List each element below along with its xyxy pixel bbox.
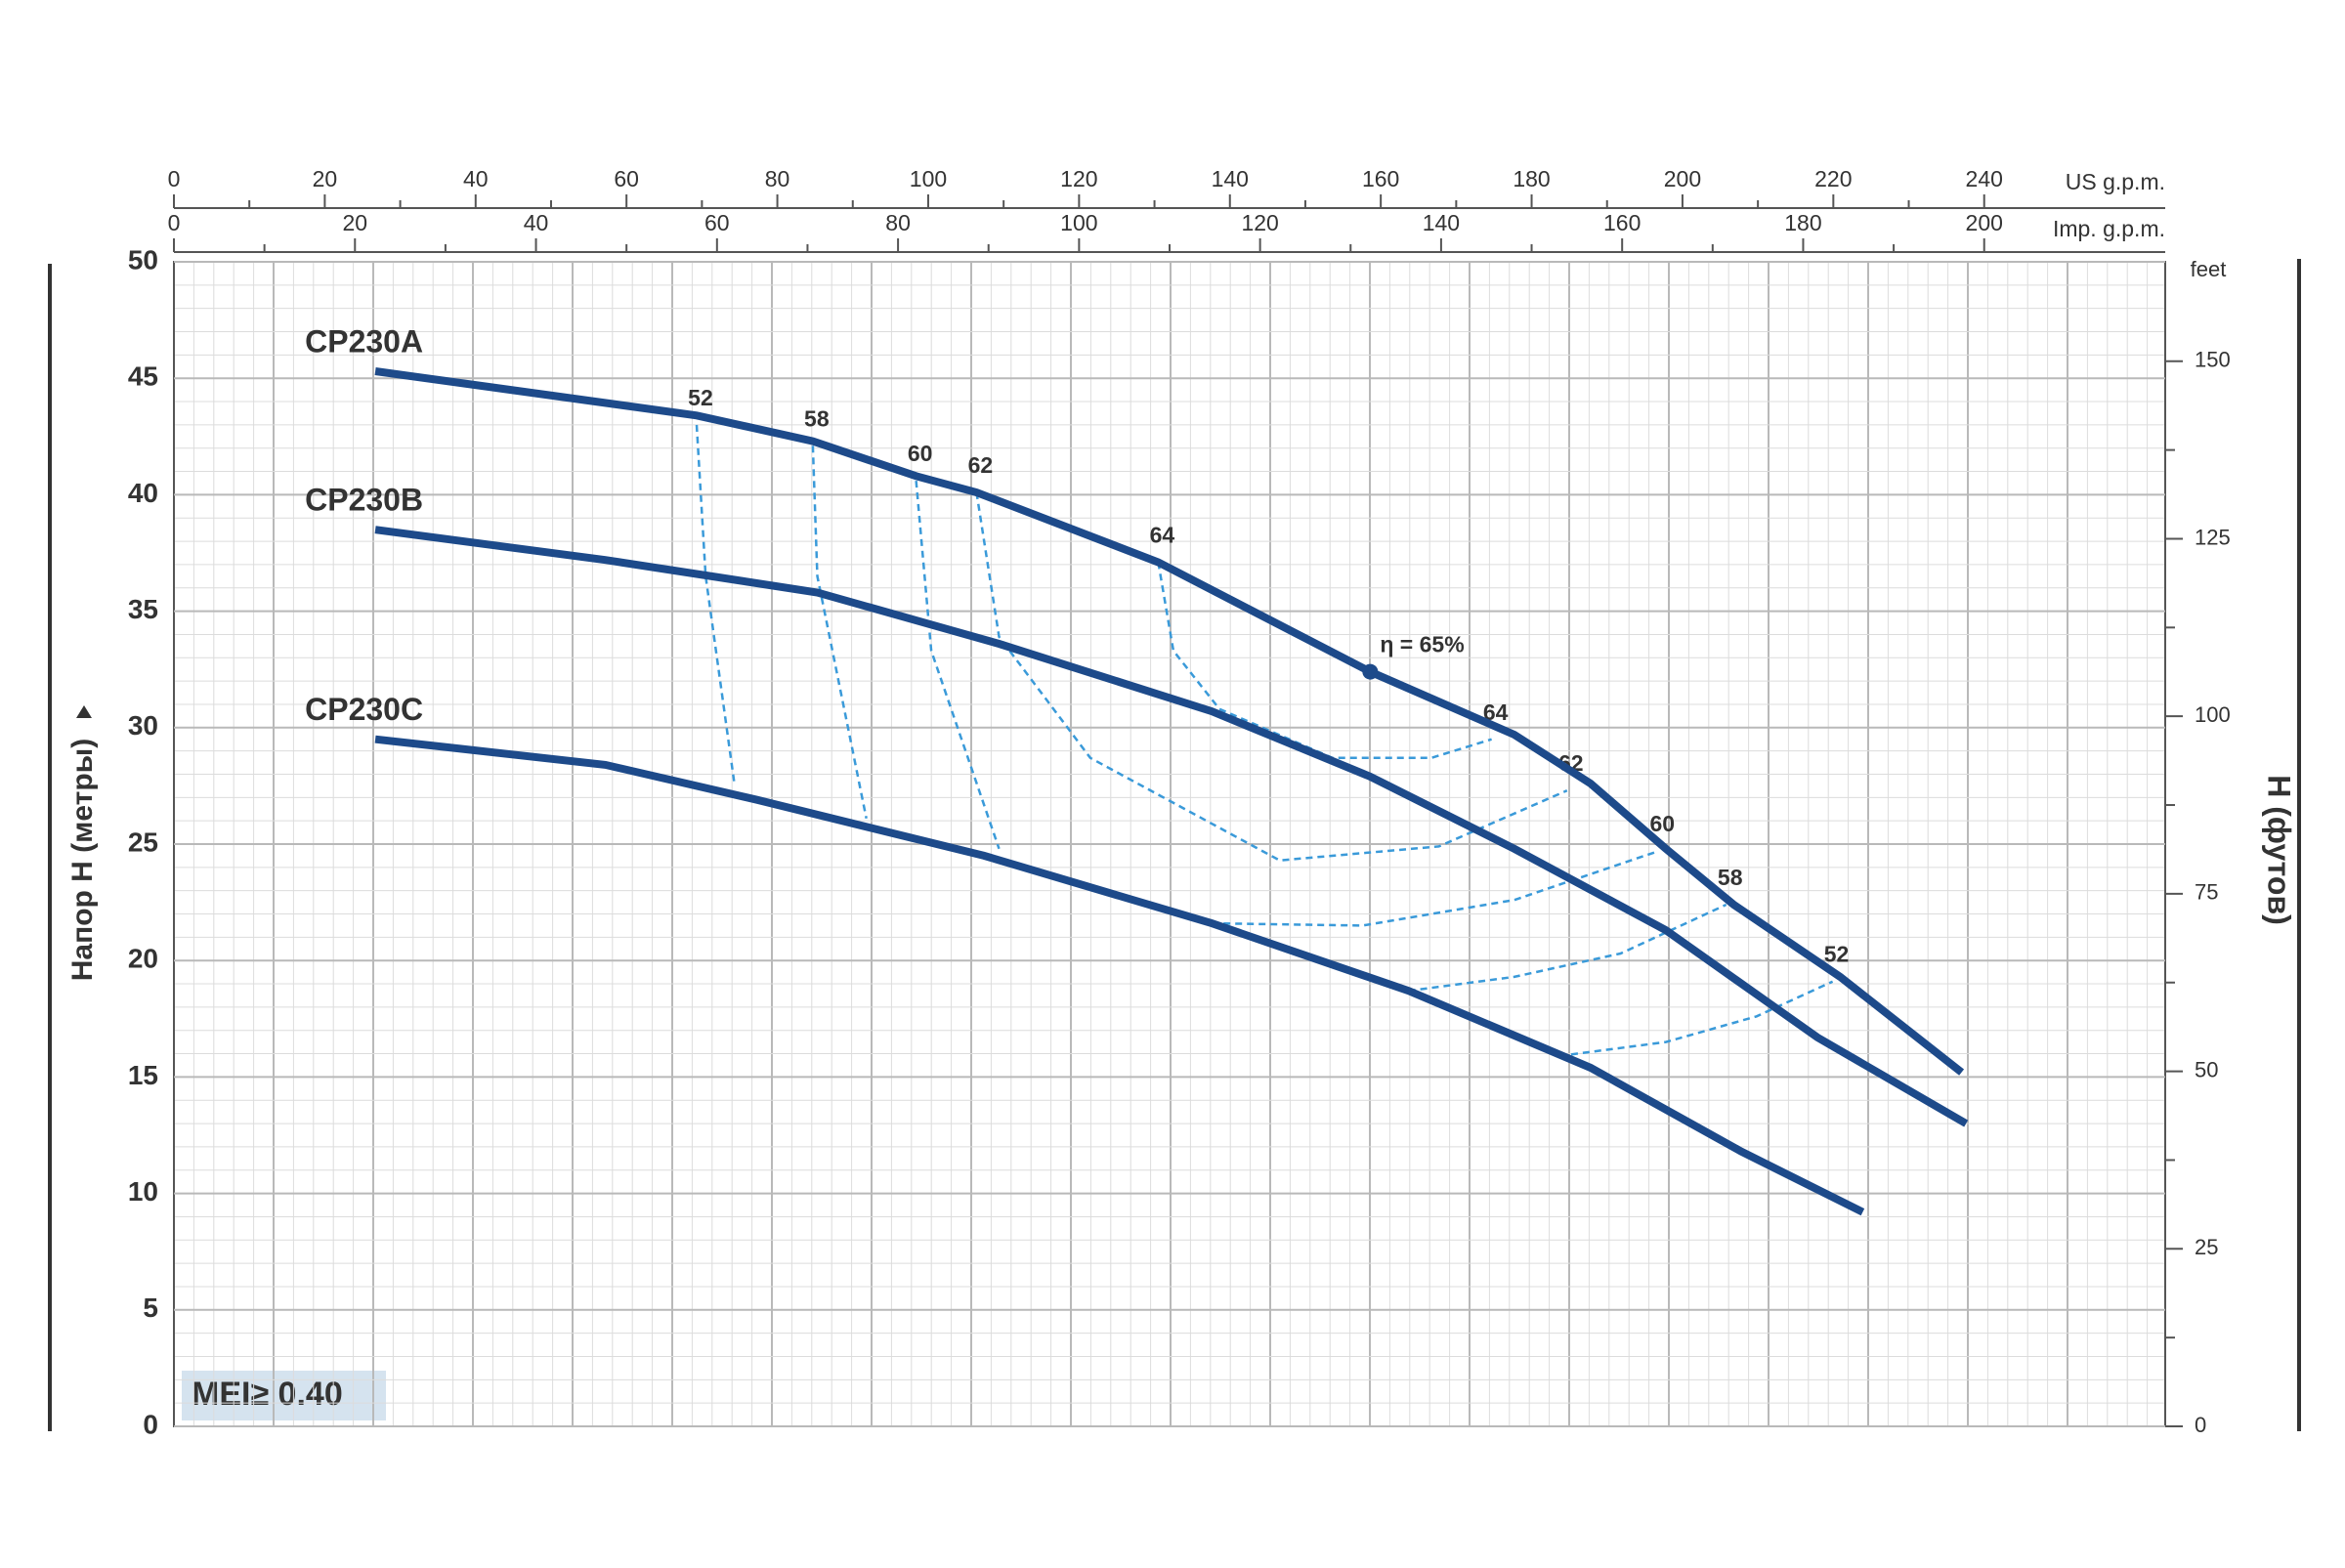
y2-tick-label: 25 [2195, 1235, 2218, 1259]
x-axis-tick-label: 160 [1362, 166, 1399, 191]
x-axis-label: US g.p.m. [2066, 169, 2165, 194]
y-tick-label: 20 [128, 944, 158, 974]
x2-axis-tick-label: 20 [342, 210, 367, 235]
y2-unit: feet [2191, 257, 2227, 281]
efficiency-line [1408, 903, 1727, 993]
pump-curve [374, 526, 1969, 1127]
x2-axis-tick-label: 180 [1784, 210, 1821, 235]
x2-axis-tick-label: 140 [1423, 210, 1460, 235]
series-label: CP230B [305, 483, 423, 518]
y2-tick-label: 0 [2195, 1413, 2206, 1437]
efficiency-line [811, 445, 868, 820]
x2-axis-tick-label: 80 [885, 210, 911, 235]
x-axis-tick-label: 20 [313, 166, 338, 191]
y-tick-label: 30 [128, 710, 158, 741]
y2-tick-label: 100 [2195, 702, 2231, 727]
y-tick-label: 5 [143, 1293, 158, 1323]
y-tick-label: 0 [143, 1409, 158, 1439]
efficiency-label: 52 [688, 385, 713, 410]
x2-axis-tick-label: 100 [1060, 210, 1097, 235]
efficiency-label: 58 [804, 405, 830, 431]
best-efficiency-label: η = 65% [1380, 632, 1464, 657]
y2-tick-label: 125 [2195, 525, 2231, 549]
y-axis-label: Напор H (метры) [66, 739, 99, 982]
x-axis-tick-label: 60 [614, 166, 639, 191]
efficiency-label: 52 [1824, 942, 1850, 967]
efficiency-label: 62 [968, 452, 994, 478]
series-label: CP230C [305, 692, 423, 727]
efficiency-label: 60 [908, 441, 933, 466]
x-axis-tick-label: 0 [168, 166, 181, 191]
efficiency-label: 60 [1649, 811, 1675, 836]
efficiency-line [1157, 562, 1492, 760]
y-tick-label: 50 [128, 244, 158, 275]
y-axis-arrow [76, 705, 92, 718]
y-tick-label: 45 [128, 361, 158, 392]
mei-annotation: MEI≥ 0.40 [192, 1376, 343, 1413]
y-tick-label: 25 [128, 826, 158, 857]
x2-axis-tick-label: 200 [1966, 210, 2003, 235]
efficiency-line [695, 424, 736, 784]
efficiency-line [915, 480, 1001, 850]
x-axis-tick-label: 180 [1513, 166, 1550, 191]
x-axis-tick-label: 80 [765, 166, 790, 191]
y2-tick-label: 50 [2195, 1057, 2218, 1081]
y-tick-label: 35 [128, 594, 158, 624]
y2-tick-label: 150 [2195, 348, 2231, 372]
x2-axis-tick-label: 160 [1603, 210, 1641, 235]
pump-curve [374, 735, 1865, 1216]
x-axis-tick-label: 40 [463, 166, 489, 191]
y-tick-label: 10 [128, 1176, 158, 1207]
efficiency-line [1212, 850, 1659, 927]
best-efficiency-point [1362, 663, 1379, 680]
y2-tick-label: 75 [2195, 880, 2218, 905]
efficiency-label: 64 [1150, 523, 1175, 548]
efficiency-line [1558, 980, 1834, 1058]
x2-axis-tick-label: 120 [1241, 210, 1278, 235]
y-tick-label: 40 [128, 478, 158, 508]
x-axis-tick-label: 100 [910, 166, 947, 191]
x2-axis-tick-label: 40 [524, 210, 549, 235]
x2-axis-tick-label: 60 [704, 210, 730, 235]
efficiency-line [975, 491, 1568, 862]
x-axis-tick-label: 220 [1814, 166, 1852, 191]
x2-axis-label: Imp. g.p.m. [2053, 216, 2165, 241]
mei-box [182, 1371, 386, 1420]
x-axis-tick-label: 140 [1212, 166, 1249, 191]
series-label: CP230A [305, 324, 423, 360]
x2-axis-tick-label: 0 [168, 210, 181, 235]
x-axis-tick-label: 240 [1966, 166, 2003, 191]
y-tick-label: 15 [128, 1060, 158, 1090]
x-axis-tick-label: 200 [1664, 166, 1701, 191]
x-axis-tick-label: 120 [1060, 166, 1097, 191]
y2-axis-label: H (футов) [2262, 775, 2297, 925]
efficiency-label: 58 [1718, 865, 1743, 890]
